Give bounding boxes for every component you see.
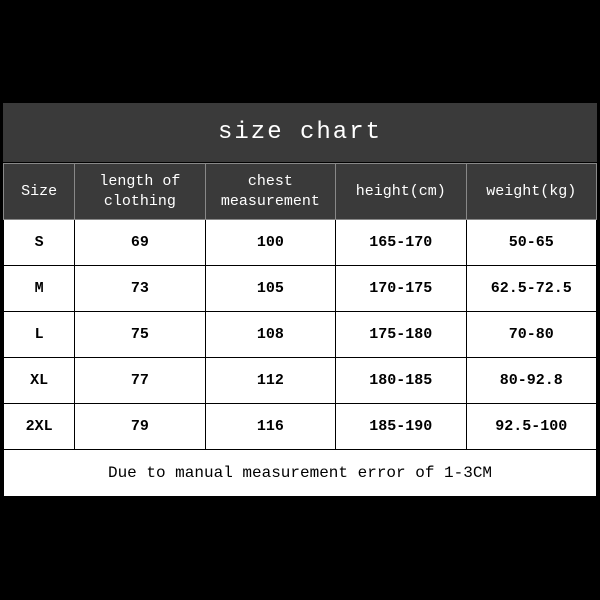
table-row: S 69 100 165-170 50-65 bbox=[4, 220, 597, 266]
cell-height: 175-180 bbox=[336, 312, 466, 358]
cell-chest: 105 bbox=[205, 266, 335, 312]
cell-chest: 108 bbox=[205, 312, 335, 358]
col-size: Size bbox=[4, 164, 75, 220]
cell-length: 75 bbox=[75, 312, 205, 358]
cell-size: XL bbox=[4, 358, 75, 404]
cell-length: 69 bbox=[75, 220, 205, 266]
cell-height: 165-170 bbox=[336, 220, 466, 266]
footer-note: Due to manual measurement error of 1-3CM bbox=[4, 450, 597, 497]
table-row: L 75 108 175-180 70-80 bbox=[4, 312, 597, 358]
footer-row: Due to manual measurement error of 1-3CM bbox=[4, 450, 597, 497]
col-weight: weight(kg) bbox=[466, 164, 596, 220]
table-row: M 73 105 170-175 62.5-72.5 bbox=[4, 266, 597, 312]
cell-weight: 70-80 bbox=[466, 312, 596, 358]
cell-chest: 112 bbox=[205, 358, 335, 404]
cell-weight: 62.5-72.5 bbox=[466, 266, 596, 312]
cell-height: 170-175 bbox=[336, 266, 466, 312]
cell-size: S bbox=[4, 220, 75, 266]
header-row: Size length of clothing chest measuremen… bbox=[4, 164, 597, 220]
col-height: height(cm) bbox=[336, 164, 466, 220]
cell-size: L bbox=[4, 312, 75, 358]
cell-size: M bbox=[4, 266, 75, 312]
table-row: XL 77 112 180-185 80-92.8 bbox=[4, 358, 597, 404]
chart-title: size chart bbox=[3, 103, 597, 163]
size-table: Size length of clothing chest measuremen… bbox=[3, 163, 597, 497]
table-row: 2XL 79 116 185-190 92.5-100 bbox=[4, 404, 597, 450]
cell-weight: 80-92.8 bbox=[466, 358, 596, 404]
cell-chest: 100 bbox=[205, 220, 335, 266]
cell-length: 79 bbox=[75, 404, 205, 450]
cell-size: 2XL bbox=[4, 404, 75, 450]
cell-weight: 92.5-100 bbox=[466, 404, 596, 450]
col-chest: chest measurement bbox=[205, 164, 335, 220]
cell-height: 185-190 bbox=[336, 404, 466, 450]
cell-chest: 116 bbox=[205, 404, 335, 450]
col-length: length of clothing bbox=[75, 164, 205, 220]
cell-height: 180-185 bbox=[336, 358, 466, 404]
cell-length: 77 bbox=[75, 358, 205, 404]
cell-length: 73 bbox=[75, 266, 205, 312]
size-chart: size chart Size length of clothing chest… bbox=[2, 102, 598, 498]
cell-weight: 50-65 bbox=[466, 220, 596, 266]
